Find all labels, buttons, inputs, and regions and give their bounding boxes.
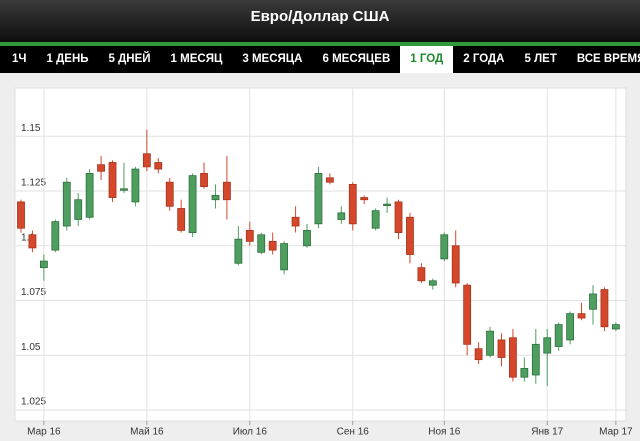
candle-body bbox=[314, 173, 323, 225]
candle-body bbox=[211, 194, 220, 201]
tab[interactable]: ВСЕ ВРЕМЯ bbox=[576, 53, 640, 65]
candle-body bbox=[325, 177, 334, 183]
candle-body bbox=[97, 164, 105, 172]
candle-body bbox=[39, 260, 48, 269]
y-tick-label: 1.125 bbox=[21, 178, 46, 189]
candle-body bbox=[383, 203, 391, 207]
candle-body bbox=[280, 243, 289, 271]
candle-body bbox=[108, 162, 117, 198]
chart: 1.025 1.05 1.075 1.1 1.125 1.15 Мар 16 Май 16 Ию… bbox=[14, 87, 633, 438]
y-tick-label: 1.05 bbox=[21, 342, 41, 353]
candle-body bbox=[177, 208, 186, 231]
candle-body bbox=[85, 173, 94, 218]
x-tick-label: Мар 16 bbox=[27, 427, 61, 438]
candle-body bbox=[474, 348, 483, 361]
candle-body bbox=[509, 337, 517, 378]
candle-body bbox=[566, 313, 575, 341]
candle-body bbox=[371, 210, 380, 229]
candle-body bbox=[348, 183, 357, 225]
candle-body bbox=[291, 216, 300, 227]
x-tick-label: Май 16 bbox=[130, 427, 164, 438]
candle-body bbox=[165, 181, 174, 207]
candle-body bbox=[600, 289, 609, 328]
candle-body bbox=[131, 168, 140, 203]
header-title: Евро/Доллар США bbox=[0, 0, 640, 42]
x-tick-label: Янв 17 bbox=[531, 427, 563, 438]
candle-body bbox=[28, 234, 37, 249]
candle-body bbox=[543, 337, 552, 354]
candle-body bbox=[74, 199, 83, 220]
candle-body bbox=[554, 324, 563, 347]
y-tick-label: 1.025 bbox=[21, 397, 46, 408]
candle-body bbox=[154, 162, 163, 170]
candle-body bbox=[62, 181, 71, 227]
candle-body bbox=[120, 188, 128, 191]
candle-body bbox=[245, 230, 254, 242]
y-tick-label: 1.1 bbox=[21, 232, 35, 243]
tab[interactable]: 1 ГОД bbox=[400, 46, 454, 73]
tab[interactable]: 1 ДЕНЬ bbox=[46, 53, 89, 65]
candle-body bbox=[406, 216, 414, 255]
candle-body bbox=[257, 234, 266, 253]
x-tick-label: Мар 17 bbox=[599, 427, 633, 438]
candle-body bbox=[428, 280, 437, 286]
y-tick-label: 1.075 bbox=[21, 287, 46, 298]
tab[interactable]: 1 МЕСЯЦ bbox=[170, 53, 223, 65]
tab-bar: 1Ч 1 ДЕНЬ 5 ДНЕЙ 1 МЕСЯЦ 3 МЕСЯЦА 6 МЕСЯЦЕВ 1 … bbox=[0, 42, 640, 73]
candle-body bbox=[268, 240, 277, 251]
candle-body bbox=[234, 238, 243, 264]
candle-body bbox=[531, 343, 540, 376]
tab[interactable]: 5 ЛЕТ bbox=[524, 53, 557, 65]
x-tick-label: Июл 16 bbox=[233, 427, 268, 438]
candle-body bbox=[51, 221, 60, 251]
candle-body bbox=[463, 284, 472, 345]
tab[interactable]: 5 ДНЕЙ bbox=[108, 53, 151, 65]
tab[interactable]: 3 МЕСЯЦА bbox=[242, 53, 303, 65]
candle-body bbox=[497, 339, 506, 358]
x-tick-label: Ноя 16 bbox=[428, 427, 461, 438]
candle-body bbox=[17, 201, 25, 229]
y-tick-label: 1.15 bbox=[21, 123, 41, 134]
candle-body bbox=[520, 368, 529, 378]
candle-body bbox=[223, 181, 231, 201]
candle-body bbox=[451, 245, 460, 284]
tab[interactable]: 1Ч bbox=[12, 53, 27, 65]
x-tick-label: Сен 16 bbox=[337, 427, 370, 438]
tab[interactable]: 2 ГОДА bbox=[463, 53, 505, 65]
candle-body bbox=[589, 293, 597, 310]
candle-body bbox=[188, 175, 197, 233]
candle-body bbox=[611, 324, 620, 330]
candle-body bbox=[394, 201, 403, 233]
candle-body bbox=[337, 212, 346, 220]
candle-body bbox=[200, 173, 208, 187]
candle-body bbox=[142, 153, 151, 168]
tab[interactable]: 6 МЕСЯЦЕВ bbox=[322, 53, 391, 65]
candle-body bbox=[577, 313, 586, 319]
candle-body bbox=[440, 234, 449, 260]
candle-body bbox=[486, 330, 494, 356]
candle-body bbox=[417, 267, 426, 282]
candle-body bbox=[360, 197, 369, 201]
candle-body bbox=[303, 230, 311, 247]
